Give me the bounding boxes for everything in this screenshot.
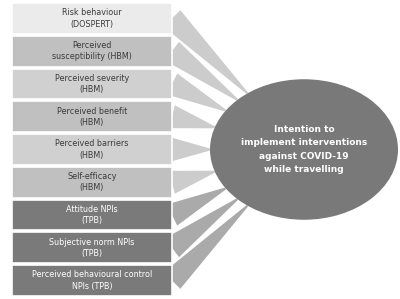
Bar bbox=[12, 232, 172, 263]
Ellipse shape bbox=[210, 79, 398, 220]
Text: Perceived benefit
(HBM): Perceived benefit (HBM) bbox=[57, 107, 127, 127]
Bar bbox=[12, 134, 172, 165]
Polygon shape bbox=[169, 171, 215, 194]
Text: Perceived severity
(HBM): Perceived severity (HBM) bbox=[55, 74, 129, 94]
Text: Perceived
susceptibility (HBM): Perceived susceptibility (HBM) bbox=[52, 41, 132, 61]
Polygon shape bbox=[167, 187, 226, 225]
Polygon shape bbox=[165, 198, 238, 257]
Text: Risk behaviour
(DOSPERT): Risk behaviour (DOSPERT) bbox=[62, 8, 122, 28]
Bar bbox=[12, 101, 172, 132]
Text: Self-efficacy
(HBM): Self-efficacy (HBM) bbox=[67, 172, 117, 192]
Polygon shape bbox=[165, 42, 238, 101]
Polygon shape bbox=[172, 138, 210, 161]
Polygon shape bbox=[167, 74, 226, 112]
Bar bbox=[12, 68, 172, 100]
Bar bbox=[12, 167, 172, 198]
Text: Attitude NPIs
(TPB): Attitude NPIs (TPB) bbox=[66, 205, 118, 225]
Bar bbox=[12, 199, 172, 231]
Polygon shape bbox=[164, 205, 248, 289]
Text: Subjective norm NPIs
(TPB): Subjective norm NPIs (TPB) bbox=[49, 238, 135, 258]
Bar bbox=[12, 265, 172, 296]
Text: Intention to
implement interventions
against COVID-19
while travelling: Intention to implement interventions aga… bbox=[241, 125, 367, 174]
Polygon shape bbox=[164, 10, 248, 94]
Bar bbox=[12, 3, 172, 34]
Text: Perceived barriers
(HBM): Perceived barriers (HBM) bbox=[55, 139, 129, 160]
Bar bbox=[12, 36, 172, 67]
Text: Perceived behavioural control
NPIs (TPB): Perceived behavioural control NPIs (TPB) bbox=[32, 271, 152, 291]
Polygon shape bbox=[169, 105, 215, 128]
